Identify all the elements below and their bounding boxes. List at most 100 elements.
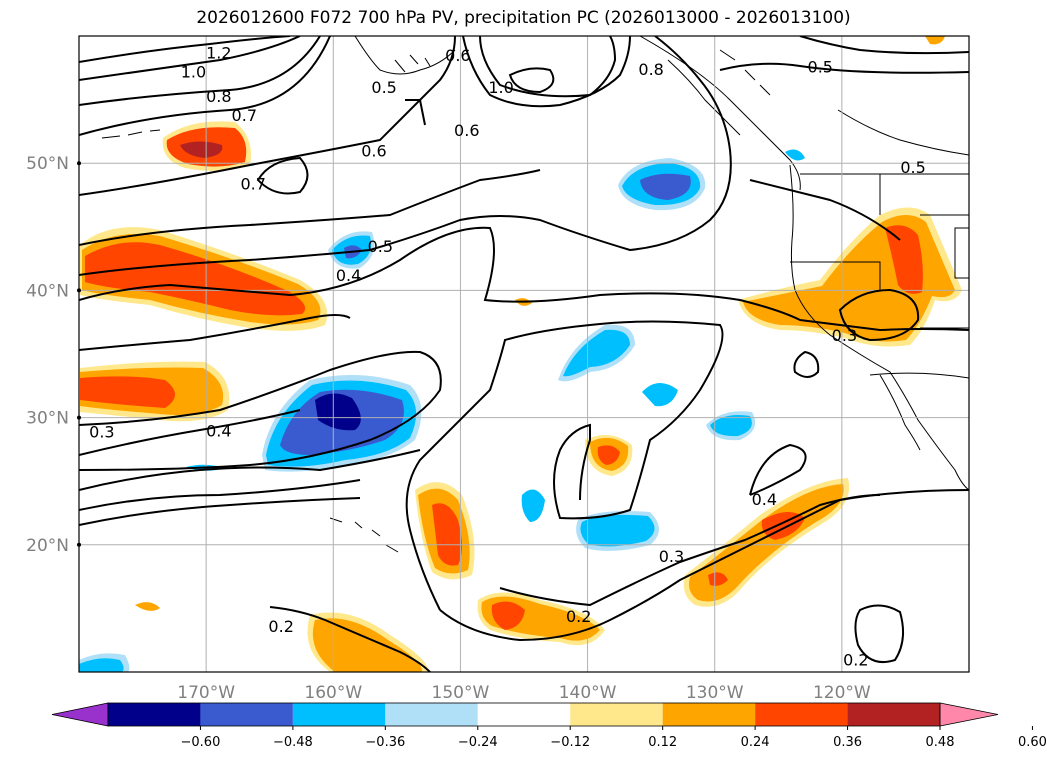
precip-negative-area xyxy=(580,514,655,547)
precip-negative-area xyxy=(640,173,691,200)
colorbar-extend-high xyxy=(939,702,999,727)
precip-negative-area xyxy=(710,415,752,437)
contour-label: 0.5 xyxy=(371,78,396,97)
lat-tick-label: 30°N xyxy=(26,409,69,429)
lon-tick-label: 140°W xyxy=(559,683,617,703)
contour-label: 0.3 xyxy=(89,423,114,442)
pv-contour-line xyxy=(79,409,301,456)
contour-label: 1.0 xyxy=(488,78,513,97)
pv-contour-line xyxy=(79,449,421,491)
pv-contour-line xyxy=(79,350,442,471)
contour-label: 0.6 xyxy=(445,46,470,65)
pv-contour-line xyxy=(749,443,807,496)
pv-contour-line xyxy=(838,288,920,342)
pv-contour-line xyxy=(79,226,969,332)
precip-negative-area xyxy=(315,393,361,431)
pv-contour-line xyxy=(269,606,431,672)
lat-tick-mark xyxy=(77,415,81,420)
colorbar-outline xyxy=(107,702,941,727)
contour-label: 0.5 xyxy=(808,58,833,77)
pv-contour-line xyxy=(79,36,331,136)
precip-positive-area xyxy=(135,602,160,611)
lat-tick-label: 20°N xyxy=(26,536,69,556)
precip-positive-area xyxy=(180,141,223,158)
colorbar-tick-label: 0.60 xyxy=(1018,735,1047,750)
lat-tick-mark xyxy=(77,161,81,166)
pv-contour-line xyxy=(79,314,351,351)
pv-contour-line xyxy=(405,320,724,611)
colorbar-segment xyxy=(385,703,478,726)
lat-tick-label: 40°N xyxy=(26,281,69,301)
colorbar-segment xyxy=(477,703,571,726)
precip-positive-area xyxy=(925,36,945,45)
pv-contour-line xyxy=(79,36,291,63)
precip-positive-area xyxy=(80,376,175,408)
chart-title: 2026012600 F072 700 hPa PV, precipitatio… xyxy=(196,8,851,28)
precip-negative-area xyxy=(642,382,678,407)
pv-contour-line xyxy=(799,36,969,55)
precip-positive-area xyxy=(312,618,423,672)
contour-label: 1.2 xyxy=(206,44,231,63)
lat-tick-label: 50°N xyxy=(26,154,69,174)
lon-tick-label: 170°W xyxy=(177,683,235,703)
pv-contour-line xyxy=(79,36,732,276)
map-frame xyxy=(78,35,970,673)
contour-label: 0.4 xyxy=(752,490,777,509)
colorbar-tick-label: −0.24 xyxy=(458,735,498,750)
pv-contour-line xyxy=(462,36,631,108)
colorbar-tick-label: 0.48 xyxy=(926,735,955,750)
colorbar-tick-label: −0.36 xyxy=(365,735,405,750)
pv-contour-line xyxy=(479,36,617,98)
pv-contour-line xyxy=(79,479,361,511)
contour-label: 0.8 xyxy=(638,60,663,79)
pv-contour-line xyxy=(79,169,541,246)
precip-negative-area xyxy=(79,658,124,672)
pv-contour-line xyxy=(79,36,321,106)
colorbar-segment xyxy=(108,703,201,726)
contour-label: 0.2 xyxy=(268,617,293,636)
contour-label: 0.4 xyxy=(336,266,361,285)
precip-positive-area xyxy=(85,242,306,316)
colorbar-tick-label: 0.36 xyxy=(833,735,862,750)
contour-label: 0.3 xyxy=(659,547,684,566)
pv-contour-line xyxy=(508,67,555,94)
contour-label: 0.4 xyxy=(206,421,231,440)
contour-label: 0.8 xyxy=(206,87,231,106)
colorbar-segment xyxy=(200,703,293,726)
contour-label: 0.7 xyxy=(240,175,265,194)
lat-tick-mark xyxy=(77,288,81,293)
pv-contour-line xyxy=(854,604,905,664)
colorbar-tick-label: −0.60 xyxy=(181,735,221,750)
precip-negative-area xyxy=(563,329,630,377)
pv-contour-line xyxy=(793,350,820,378)
colorbar-extend-low xyxy=(51,702,109,727)
precip-positive-area xyxy=(491,601,525,630)
pv-contour-line xyxy=(749,179,901,241)
contour-label: 0.7 xyxy=(232,106,257,125)
contour-label: 0.6 xyxy=(361,141,386,160)
pv-contour-line xyxy=(719,62,969,74)
pv-contour-line xyxy=(499,494,881,607)
pv-contour-line xyxy=(79,36,456,196)
precip-shading xyxy=(79,36,962,672)
contour-labels: 1.21.00.80.70.70.60.50.61.00.60.8 0.50.50… xyxy=(89,44,926,670)
precip-positive-area xyxy=(432,503,462,566)
lon-tick-label: 150°W xyxy=(432,683,490,703)
pv-contour-line xyxy=(405,99,426,126)
colorbar-tick-label: −0.48 xyxy=(273,735,313,750)
precip-positive-area xyxy=(597,445,620,465)
contour-label: 0.3 xyxy=(832,326,857,345)
contour-label: 0.5 xyxy=(900,158,925,177)
lat-tick-mark xyxy=(77,542,81,547)
lon-tick-label: 160°W xyxy=(304,683,362,703)
contour-label: 0.2 xyxy=(843,650,868,669)
colorbar-tick-label: −0.12 xyxy=(550,735,590,750)
contour-label: 0.2 xyxy=(566,607,591,626)
gridlines xyxy=(79,36,969,672)
colorbar-tick-label: 0.12 xyxy=(648,735,677,750)
lat-tick-labels: 20°N 30°N 40°N 50°N xyxy=(26,154,81,556)
contour-label: 0.6 xyxy=(454,121,479,140)
colorbar-segment xyxy=(570,703,663,726)
contour-label: 0.5 xyxy=(368,237,393,256)
